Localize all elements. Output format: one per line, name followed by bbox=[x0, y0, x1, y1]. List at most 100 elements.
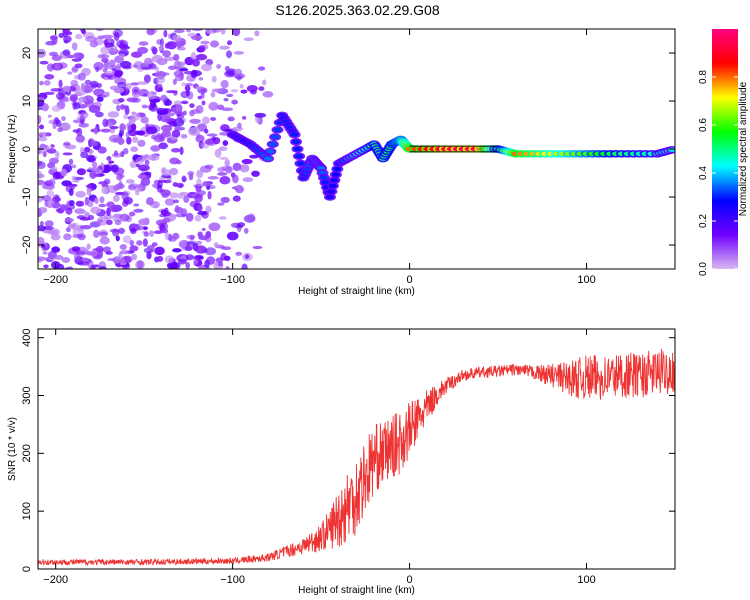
ridge-point bbox=[264, 156, 273, 161]
noise-blob bbox=[68, 158, 74, 166]
noise-blob bbox=[106, 156, 112, 161]
noise-blob bbox=[102, 118, 109, 128]
noise-blob bbox=[180, 100, 189, 105]
noise-blob bbox=[38, 206, 48, 214]
noise-blob bbox=[50, 144, 55, 148]
noise-blob bbox=[162, 50, 171, 58]
noise-blob bbox=[187, 170, 195, 176]
noise-blob bbox=[113, 150, 119, 156]
noise-blob bbox=[43, 80, 51, 86]
noise-blob bbox=[220, 29, 226, 35]
noise-blob bbox=[83, 85, 91, 94]
noise-blob bbox=[226, 93, 234, 98]
noise-blob bbox=[38, 179, 45, 186]
noise-blob bbox=[179, 146, 184, 156]
noise-blob bbox=[204, 128, 209, 134]
snr-axes: −200 −100 0 100 0 100 200 300 400 Height of strai… bbox=[7, 328, 676, 596]
noise-blob bbox=[61, 116, 66, 122]
noise-blob bbox=[77, 72, 86, 81]
noise-blob bbox=[71, 96, 76, 101]
noise-blob bbox=[132, 112, 141, 121]
noise-blob bbox=[68, 266, 73, 269]
noise-blob bbox=[196, 169, 204, 179]
noise-blob bbox=[85, 154, 96, 163]
noise-blob bbox=[125, 131, 130, 139]
noise-blob bbox=[49, 157, 59, 164]
noise-blob bbox=[52, 120, 57, 130]
noise-blob bbox=[51, 105, 61, 112]
noise-blob bbox=[189, 234, 195, 241]
noise-blob bbox=[148, 154, 160, 161]
noise-blob bbox=[38, 225, 47, 232]
noise-blob bbox=[243, 37, 254, 42]
noise-blob bbox=[210, 91, 216, 98]
noise-blob bbox=[131, 253, 138, 261]
noise-blob bbox=[164, 198, 175, 206]
noise-blob bbox=[42, 150, 47, 158]
noise-blob bbox=[119, 244, 127, 250]
noise-blob bbox=[86, 243, 91, 250]
noise-blob bbox=[128, 211, 136, 217]
colorbar-label: Normalized spectral amplitude bbox=[738, 81, 749, 216]
noise-blob bbox=[193, 254, 204, 261]
noise-blob bbox=[63, 35, 72, 43]
noise-blob bbox=[191, 58, 200, 67]
noise-blob bbox=[164, 118, 176, 122]
noise-blob bbox=[60, 168, 68, 177]
x-axis-label: Height of straight line (km) bbox=[298, 286, 415, 297]
noise-blob bbox=[96, 216, 109, 226]
noise-blob bbox=[162, 217, 171, 223]
ridge-point bbox=[327, 189, 336, 194]
noise-blob bbox=[154, 246, 165, 256]
noise-blob bbox=[188, 126, 201, 136]
noise-blob bbox=[189, 200, 199, 208]
noise-blob bbox=[118, 53, 126, 58]
noise-blob bbox=[224, 159, 231, 167]
noise-blob bbox=[171, 129, 181, 138]
noise-blob bbox=[237, 222, 246, 227]
ridge-point bbox=[333, 166, 342, 172]
noise-blob bbox=[174, 206, 184, 214]
noise-blob bbox=[146, 90, 157, 100]
noise-blob bbox=[101, 57, 109, 63]
noise-blob bbox=[107, 258, 117, 262]
noise-blob bbox=[100, 128, 111, 133]
noise-blob bbox=[81, 29, 86, 35]
noise-blob bbox=[57, 127, 64, 133]
ridge-point bbox=[292, 139, 301, 144]
noise-blob bbox=[201, 100, 206, 106]
noise-blob bbox=[58, 79, 63, 88]
snr-frame bbox=[37, 328, 676, 570]
noise-blob bbox=[194, 86, 205, 90]
noise-blob bbox=[114, 69, 123, 78]
noise-blob bbox=[97, 53, 110, 59]
noise-blob bbox=[117, 227, 126, 235]
noise-blob bbox=[230, 89, 239, 93]
noise-blob bbox=[104, 71, 116, 76]
noise-blob bbox=[118, 97, 125, 103]
noise-blob bbox=[197, 210, 208, 216]
noise-blob bbox=[172, 34, 182, 42]
noise-blob bbox=[54, 255, 64, 260]
noise-blob bbox=[236, 74, 242, 81]
noise-blob bbox=[159, 38, 165, 47]
noise-blob bbox=[95, 245, 104, 254]
noise-blob bbox=[182, 110, 187, 116]
noise-blob bbox=[43, 226, 55, 231]
noise-blob bbox=[251, 170, 260, 177]
noise-blob bbox=[58, 32, 65, 39]
noise-blob bbox=[76, 251, 86, 256]
noise-blob bbox=[112, 256, 121, 264]
noise-blob bbox=[195, 53, 208, 61]
noise-blob bbox=[97, 146, 107, 154]
y-tick-label: 10 bbox=[21, 95, 33, 107]
noise-blob bbox=[112, 185, 121, 191]
noise-blob bbox=[51, 54, 62, 62]
noise-blob bbox=[84, 79, 92, 86]
noise-blob bbox=[220, 79, 229, 89]
noise-blob bbox=[103, 168, 110, 173]
noise-blob bbox=[204, 138, 215, 145]
noise-blob bbox=[38, 256, 47, 261]
noise-blob bbox=[63, 233, 72, 241]
